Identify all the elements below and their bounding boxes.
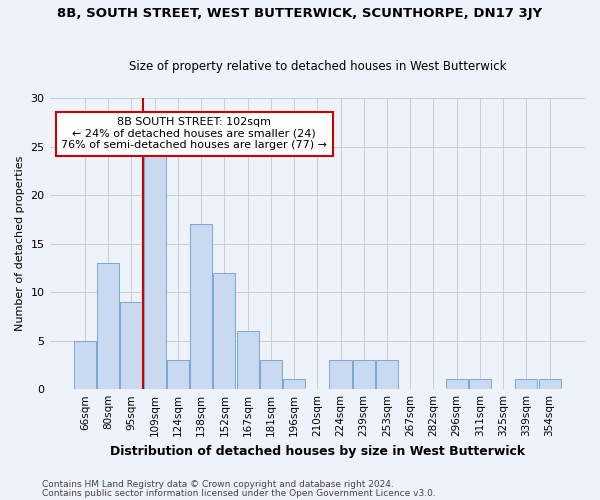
Text: Contains public sector information licensed under the Open Government Licence v3: Contains public sector information licen… [42, 488, 436, 498]
Bar [283, 380, 305, 389]
Bar [329, 360, 352, 389]
X-axis label: Distribution of detached houses by size in West Butterwick: Distribution of detached houses by size … [110, 444, 525, 458]
Text: 8B, SOUTH STREET, WEST BUTTERWICK, SCUNTHORPE, DN17 3JY: 8B, SOUTH STREET, WEST BUTTERWICK, SCUNT… [58, 8, 542, 20]
Bar [515, 380, 538, 389]
Bar [376, 360, 398, 389]
Text: Contains HM Land Registry data © Crown copyright and database right 2024.: Contains HM Land Registry data © Crown c… [42, 480, 394, 489]
Bar [143, 156, 166, 389]
Bar [469, 380, 491, 389]
Bar [97, 263, 119, 389]
Bar [260, 360, 282, 389]
Bar [446, 380, 468, 389]
Text: 8B SOUTH STREET: 102sqm
← 24% of detached houses are smaller (24)
76% of semi-de: 8B SOUTH STREET: 102sqm ← 24% of detache… [61, 117, 327, 150]
Bar [353, 360, 375, 389]
Bar [121, 302, 142, 389]
Y-axis label: Number of detached properties: Number of detached properties [15, 156, 25, 332]
Title: Size of property relative to detached houses in West Butterwick: Size of property relative to detached ho… [128, 60, 506, 74]
Bar [167, 360, 189, 389]
Bar [236, 331, 259, 389]
Bar [213, 273, 235, 389]
Bar [74, 340, 96, 389]
Bar [539, 380, 560, 389]
Bar [190, 224, 212, 389]
